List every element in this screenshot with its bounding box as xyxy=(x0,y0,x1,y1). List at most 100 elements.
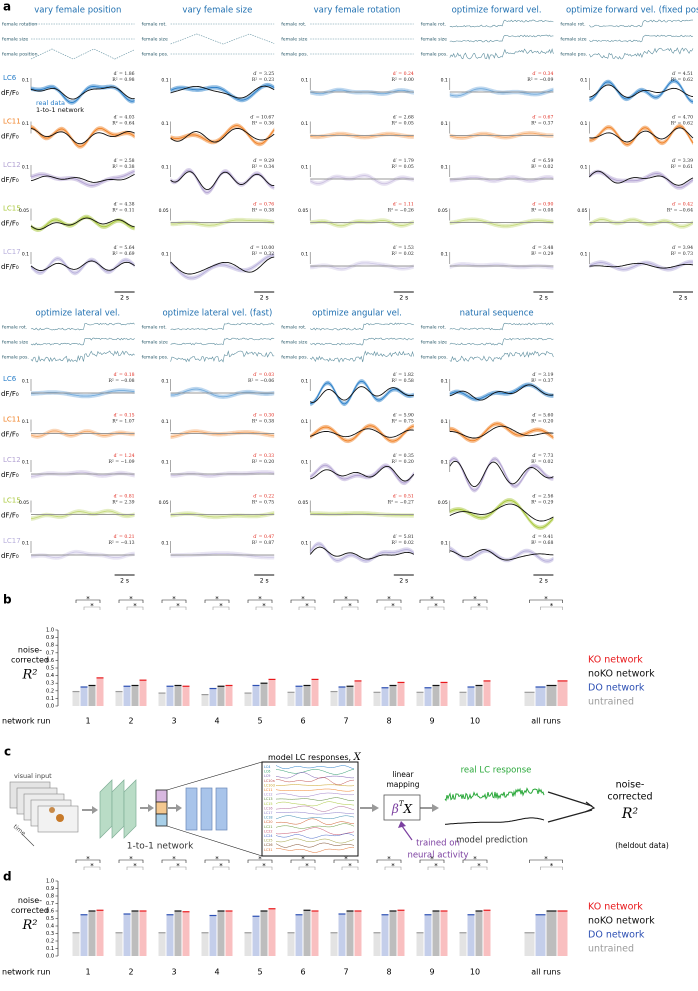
significance-label: * xyxy=(348,602,352,610)
stat-d-value: 0.35 xyxy=(404,453,414,459)
significance-label: * xyxy=(262,862,266,870)
stat-r2: R² = 0.62 xyxy=(671,120,693,126)
stat-r2-value: 0.23 xyxy=(264,77,274,83)
model-trace xyxy=(309,546,415,560)
scale-bar-label: 2 s xyxy=(539,578,548,585)
significance-bracket xyxy=(298,866,316,870)
stat-r2: R² = 0.75 xyxy=(391,418,413,424)
heldout-label: (heldout data) xyxy=(615,841,669,850)
response-mean xyxy=(449,88,554,97)
model-trace xyxy=(170,85,275,99)
significance-label: * xyxy=(434,602,438,610)
stat-r2-value: 0.34 xyxy=(264,164,274,170)
row-scale-label: 0.05 xyxy=(19,500,29,506)
stat-r2-value: 0.73 xyxy=(683,251,693,257)
stim-label: female pos. xyxy=(281,355,308,361)
stat-r2-value: 0.38 xyxy=(124,164,134,170)
response-mean xyxy=(310,512,414,517)
bar xyxy=(424,687,432,706)
stat-d-label: d′ = xyxy=(532,158,543,164)
row-scale-label: 0.1 xyxy=(301,121,308,127)
time-label: time xyxy=(12,823,27,837)
stat-d-value: 0.03 xyxy=(264,372,274,378)
stat-d-value: 4.03 xyxy=(124,114,134,120)
row-scale-label: 0.1 xyxy=(441,78,448,84)
model-trace xyxy=(589,127,694,143)
stat-r2: R² = −0.09 xyxy=(527,77,553,83)
stim-label: female size xyxy=(142,340,168,346)
stat-d-value: 9.41 xyxy=(543,534,553,540)
bar xyxy=(88,685,96,706)
cell-label: LC15 xyxy=(3,497,21,505)
stat-r2: R² = −1.09 xyxy=(108,459,134,465)
metric-symbol: R² xyxy=(621,806,639,822)
bar xyxy=(389,685,397,706)
stat-d: d′ = 0.90 xyxy=(532,201,553,207)
bar xyxy=(432,911,440,956)
bar xyxy=(303,685,311,706)
inset-trace xyxy=(275,765,355,770)
stat-d: d′ = 0.35 xyxy=(393,453,414,459)
bar xyxy=(96,677,104,706)
panel-c: c visual input time 1-to-1 network mod xyxy=(4,745,669,861)
stat-d-label: d′ = xyxy=(114,412,125,418)
inset-cell-label: LC9 xyxy=(264,774,270,778)
significance-label: * xyxy=(133,602,137,610)
stat-d-label: d′ = xyxy=(393,372,404,378)
network-readout xyxy=(185,787,228,831)
inset-cell-label: LC13 xyxy=(264,797,273,801)
response-traces xyxy=(444,787,545,825)
stat-d: d′ = 0.81 xyxy=(114,493,135,499)
stat-d-value: 0.34 xyxy=(543,71,553,77)
inset-trace xyxy=(275,827,355,835)
stim-label: female pos. xyxy=(421,52,448,58)
x-tick-label: 4 xyxy=(214,717,219,726)
row-scale-label: 0.1 xyxy=(441,165,448,171)
stat-d: d′ = 0.03 xyxy=(253,372,274,378)
stat-d-value: 0.67 xyxy=(543,114,553,120)
network-conv xyxy=(99,779,137,839)
x-axis-label: network run xyxy=(2,968,50,977)
inset-cell-label: LC25 xyxy=(264,839,273,843)
stat-d-label: d′ = xyxy=(250,245,261,251)
stat-r2-value: 0.32 xyxy=(264,251,274,257)
stat-r2: R² = 0.58 xyxy=(391,378,413,384)
response-mean xyxy=(309,464,415,484)
significance-label: * xyxy=(477,602,481,610)
stat-r2-label: R² = xyxy=(531,164,543,170)
stat-d-value: 10.00 xyxy=(261,245,274,251)
significance-label: * xyxy=(172,595,176,603)
stat-r2-label: R² = xyxy=(391,459,403,465)
significance-bracket xyxy=(540,606,563,610)
significance-bracket xyxy=(540,866,563,870)
visual-input-label: visual input xyxy=(14,772,52,780)
significance-bracket xyxy=(247,859,273,863)
significance-label: * xyxy=(219,602,223,610)
bar xyxy=(557,680,568,706)
significance-label: * xyxy=(219,862,223,870)
significance-label: * xyxy=(473,855,477,863)
stat-r2-label: R² = xyxy=(391,251,403,257)
stat-r2-label: R² = xyxy=(391,164,403,170)
stat-d: d′ = 3.39 xyxy=(672,158,693,164)
inset-cell-label: LC10d xyxy=(264,783,275,787)
significance-label: * xyxy=(301,855,305,863)
bar xyxy=(535,914,546,956)
stat-r2-value: 0.68 xyxy=(543,540,553,546)
stat-r2-value: 0.62 xyxy=(683,77,693,83)
stat-d-label: d′ = xyxy=(253,201,264,207)
stat-d-label: d′ = xyxy=(114,493,125,499)
stat-r2-value: 0.08 xyxy=(543,207,553,213)
significance-bracket xyxy=(341,606,359,610)
stat-d: d′ = 5.90 xyxy=(393,412,414,418)
response-mean xyxy=(30,258,135,274)
legend-model: 1-to-1 network xyxy=(36,106,84,114)
network-label: 1-to-1 network xyxy=(127,842,194,852)
significance-bracket xyxy=(212,606,230,610)
stat-r2: R² = 0.64 xyxy=(112,120,134,126)
stat-r2-label: R² = xyxy=(531,120,543,126)
x-tick-label: 5 xyxy=(257,968,262,977)
inset-trace xyxy=(275,838,355,844)
bar xyxy=(295,686,303,706)
bar xyxy=(373,932,381,956)
